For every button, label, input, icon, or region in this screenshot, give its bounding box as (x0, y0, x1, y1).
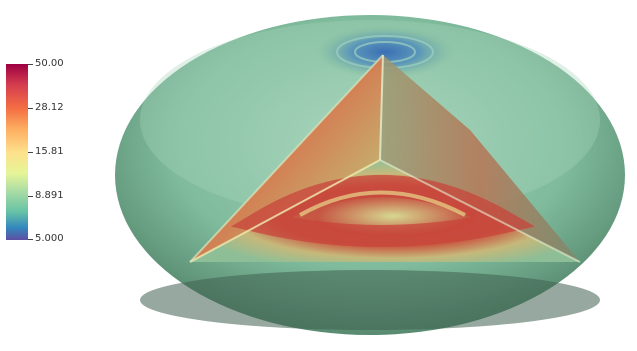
cut-edge (189, 159, 381, 263)
colorbar-tick (28, 64, 33, 65)
colorbar-tick-label: 5.000 (35, 233, 64, 244)
inner-ring-light (299, 190, 466, 217)
cut-edge (379, 159, 581, 263)
colorbar-tick (28, 108, 33, 109)
colorbar-tick (28, 196, 33, 197)
colorbar-tick (28, 152, 33, 153)
cut-edge (189, 54, 384, 263)
colorbar-tick-label: 50.00 (35, 58, 64, 69)
colorbar-tick-label: 8.891 (35, 190, 64, 201)
inner-ring (231, 175, 535, 247)
cut-edge (379, 54, 384, 161)
colorbar-tick (28, 239, 33, 240)
cutaway-right-face (380, 55, 580, 262)
shell-rim-shadow (140, 270, 600, 330)
colorbar-tick-label: 15.81 (35, 146, 64, 157)
colorbar-tick-label: 28.12 (35, 102, 64, 113)
colorbar (6, 64, 28, 240)
top-dimple (315, 26, 455, 78)
